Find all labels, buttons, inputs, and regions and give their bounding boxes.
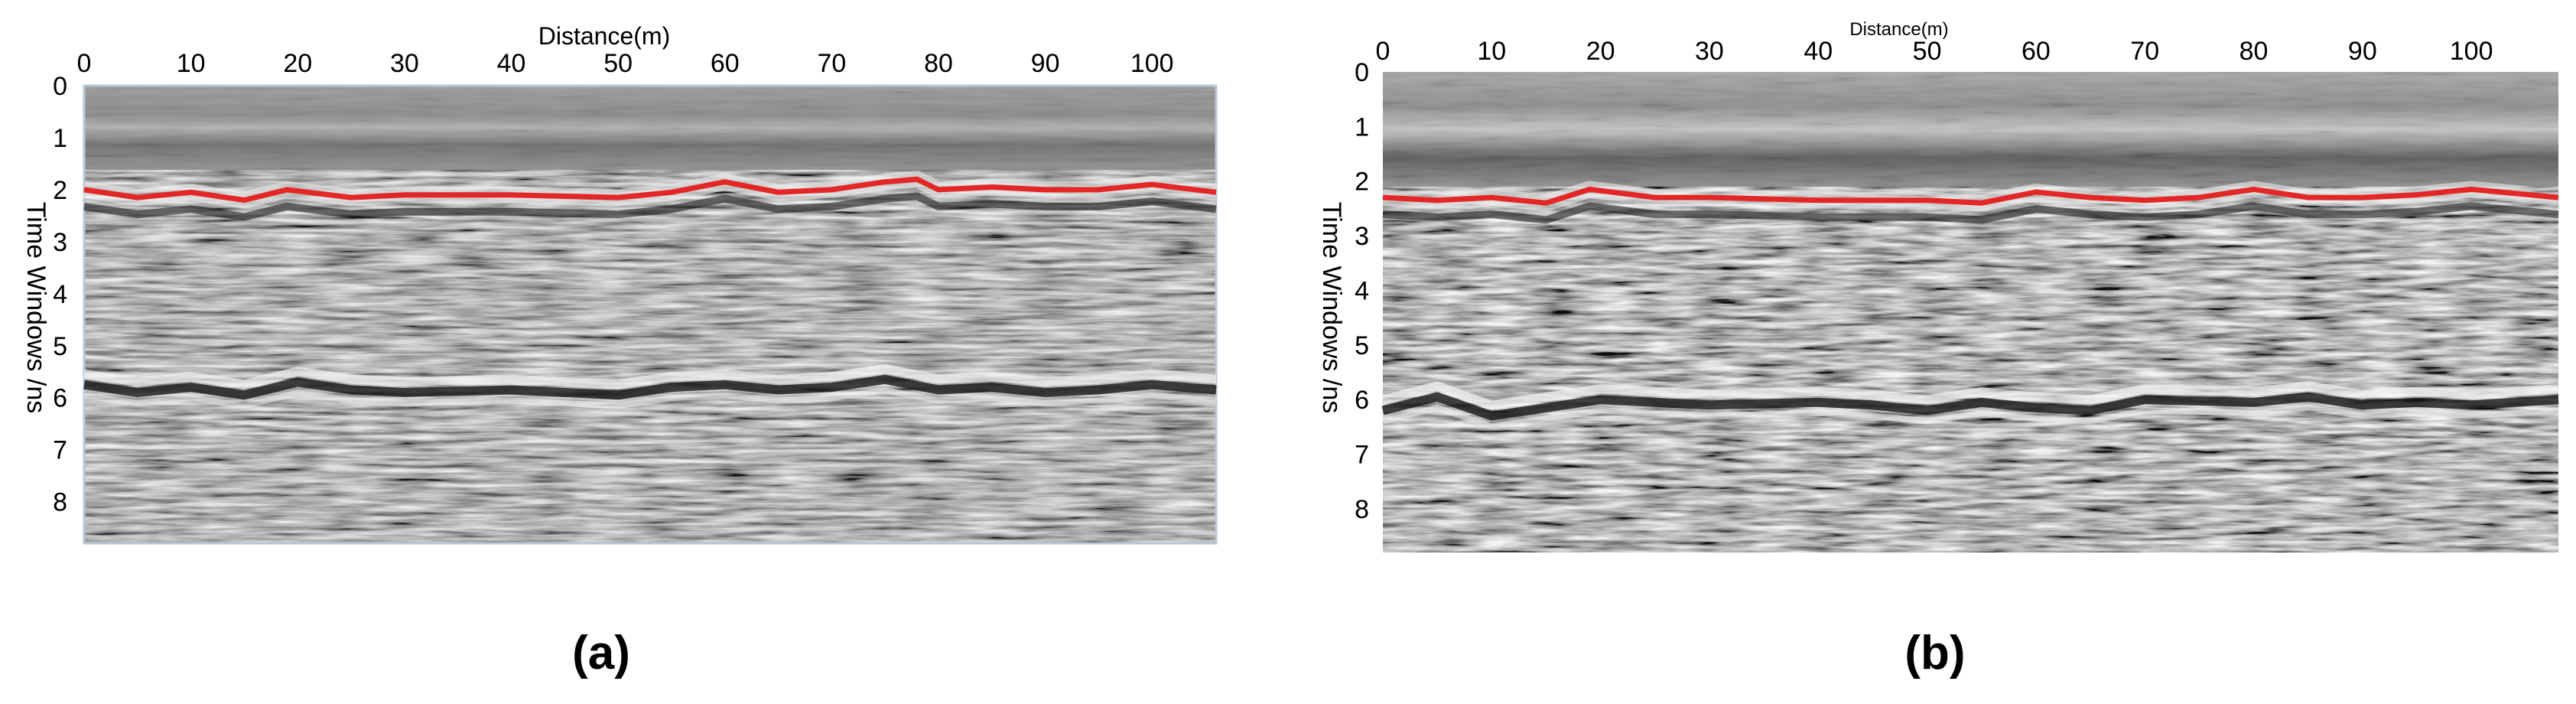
- x-tick-label: 30: [1695, 37, 1724, 66]
- x-tick-label: 100: [2450, 37, 2493, 66]
- x-tick-label: 50: [1913, 37, 1942, 66]
- x-tick-label: 70: [2130, 37, 2159, 66]
- picked-reflector-line: [83, 176, 1217, 203]
- x-tick-label: 50: [603, 49, 633, 78]
- deep-reflector-line: [1381, 392, 2559, 421]
- x-tick-label: 100: [1130, 49, 1174, 78]
- y-tick-label: 2: [53, 176, 67, 205]
- y-tick-label: 7: [53, 436, 67, 465]
- air-wave-band-b: [1383, 72, 2558, 187]
- x-tick-label: 20: [283, 49, 312, 78]
- y-tick-label: 4: [1355, 276, 1369, 305]
- deep-reflector-halo: [1381, 381, 2559, 410]
- x-tick-label: 0: [1376, 37, 1390, 66]
- x-tick-label: 10: [1477, 37, 1506, 66]
- x-tick-label: 60: [2021, 37, 2051, 66]
- y-tick-label: 2: [1355, 168, 1369, 197]
- distance-title-b: Distance(m): [1849, 19, 1948, 40]
- y-tick-label: 8: [53, 488, 67, 517]
- x-tick-label: 80: [924, 49, 953, 78]
- y-tick-label: 4: [53, 280, 67, 309]
- x-tick-label: 40: [1804, 37, 1833, 66]
- y-tick-label: 6: [53, 384, 67, 413]
- panel-label-b: (b): [1904, 627, 1965, 680]
- y-tick-label: 0: [1355, 58, 1369, 87]
- x-tick-label: 20: [1586, 37, 1615, 66]
- picked-reflector-line: [1382, 186, 2559, 206]
- y-tick-label: 7: [1355, 441, 1369, 470]
- deep-reflector-halo: [83, 363, 1217, 389]
- distance-title-a: Distance(m): [538, 22, 670, 50]
- surface-shadow: [1382, 202, 2559, 224]
- y-tick-label: 6: [1355, 386, 1369, 415]
- deep-reflector-halo-lower: [1382, 404, 2559, 430]
- x-tick-label: 30: [390, 49, 419, 78]
- y-tick-label: 8: [1355, 495, 1369, 524]
- x-tick-label: 0: [77, 49, 92, 78]
- deep-reflector-halo-lower: [83, 386, 1217, 409]
- surface-shadow: [83, 192, 1217, 221]
- panel-a: 0 10 20 30 40 50 60 70 80 90 100 0 1 2 3 4 5 6 7 8 Distanc…: [21, 22, 1218, 680]
- x-tick-label: 90: [1031, 49, 1060, 78]
- y-tick-label: 5: [53, 332, 67, 361]
- y-tick-label: 3: [53, 228, 67, 257]
- time-axis-label-b: Time Windows /ns: [1317, 202, 1346, 413]
- y-tick-label: 0: [53, 72, 67, 101]
- x-tick-label: 40: [497, 49, 526, 78]
- y-tick-label: 1: [53, 124, 67, 153]
- air-wave-band-a: [84, 86, 1216, 170]
- panel-label-a: (a): [572, 627, 630, 680]
- x-tick-label: 70: [817, 49, 846, 78]
- panel-frame-a: [83, 84, 1218, 545]
- deep-reflector-line: [83, 374, 1217, 400]
- x-tick-label: 10: [177, 49, 206, 78]
- y-tick-label: 1: [1355, 112, 1369, 142]
- x-tick-label: 80: [2239, 37, 2269, 66]
- x-tick-label: 90: [2348, 37, 2377, 66]
- panel-b: 0 10 20 30 40 50 60 70 80 90 100 0 1 2 3 4 5 6 7 8 Distanc…: [1317, 19, 2560, 680]
- time-axis-label-a: Time Windows /ns: [21, 202, 50, 413]
- y-tick-label: 5: [1355, 331, 1369, 360]
- y-tick-label: 3: [1355, 222, 1369, 251]
- x-tick-label: 60: [711, 49, 740, 78]
